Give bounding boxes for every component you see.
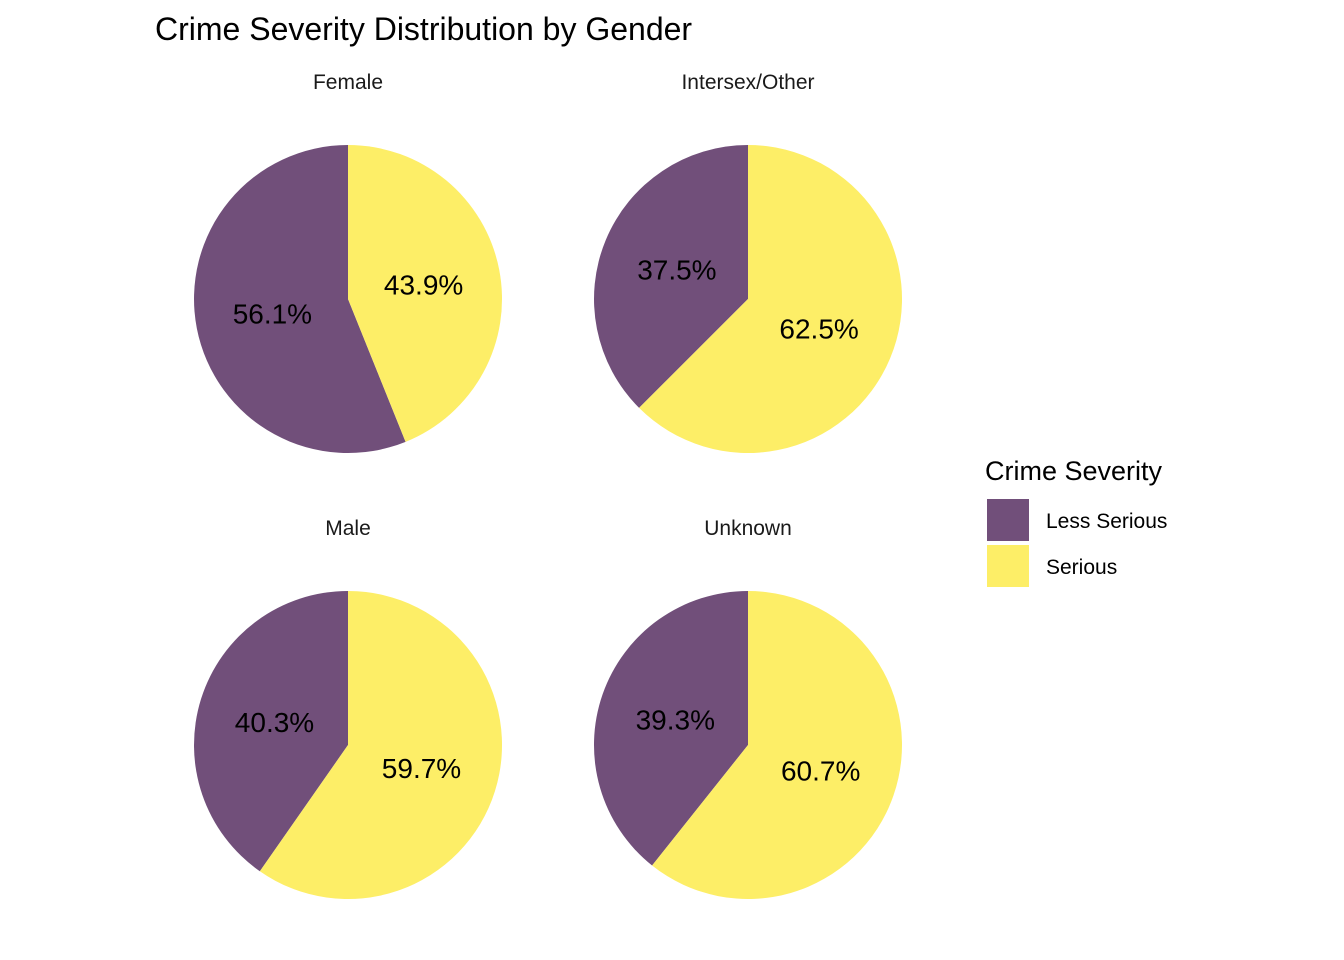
legend-swatch-less-serious — [987, 499, 1029, 541]
pie-slice-intersex-other-serious — [639, 144, 903, 454]
slice-label-unknown-serious: 60.7% — [781, 755, 860, 786]
legend-label-less-serious: Less Serious — [1046, 510, 1167, 533]
pie-slice-female-serious — [348, 144, 503, 442]
legend-label-serious: Serious — [1046, 556, 1117, 579]
pie-slice-unknown-serious — [652, 591, 902, 900]
pie-slice-intersex-other-less-serious — [594, 145, 748, 408]
pie-slice-male-serious — [259, 591, 503, 899]
slice-label-intersex-other-less-serious: 37.5% — [637, 255, 716, 286]
pie-facet-unknown: Unknown 39.3% 60.7% — [593, 517, 902, 900]
pie-facet-female: Female 56.1% 43.9% — [194, 71, 503, 453]
chart-title: Crime Severity Distribution by Gender — [155, 11, 692, 47]
pie-facet-male: Male 40.3% 59.7% — [194, 517, 503, 899]
facet-label-intersex-other: Intersex/Other — [681, 71, 814, 94]
legend-title: Crime Severity — [985, 456, 1163, 486]
pie-slice-unknown-less-serious — [593, 591, 748, 866]
slice-label-male-less-serious: 40.3% — [235, 707, 314, 738]
pie-slice-male-less-serious — [194, 591, 348, 872]
slice-label-female-less-serious: 56.1% — [233, 299, 312, 330]
slice-label-intersex-other-serious: 62.5% — [779, 314, 858, 345]
legend: Crime Severity Less Serious Serious — [985, 456, 1167, 587]
facets: Female 56.1% 43.9% Intersex/Other 37.5% 62.5%… — [194, 71, 903, 900]
slice-label-female-serious: 43.9% — [384, 269, 463, 300]
pie-facet-intersex-other: Intersex/Other 37.5% 62.5% — [594, 71, 903, 454]
pie-slice-female-less-serious — [194, 145, 406, 453]
facet-label-female: Female — [313, 71, 383, 94]
facet-label-male: Male — [325, 517, 371, 540]
legend-swatch-serious — [987, 545, 1029, 587]
slice-label-unknown-less-serious: 39.3% — [636, 705, 715, 736]
facet-label-unknown: Unknown — [704, 517, 792, 540]
slice-label-male-serious: 59.7% — [382, 753, 461, 784]
